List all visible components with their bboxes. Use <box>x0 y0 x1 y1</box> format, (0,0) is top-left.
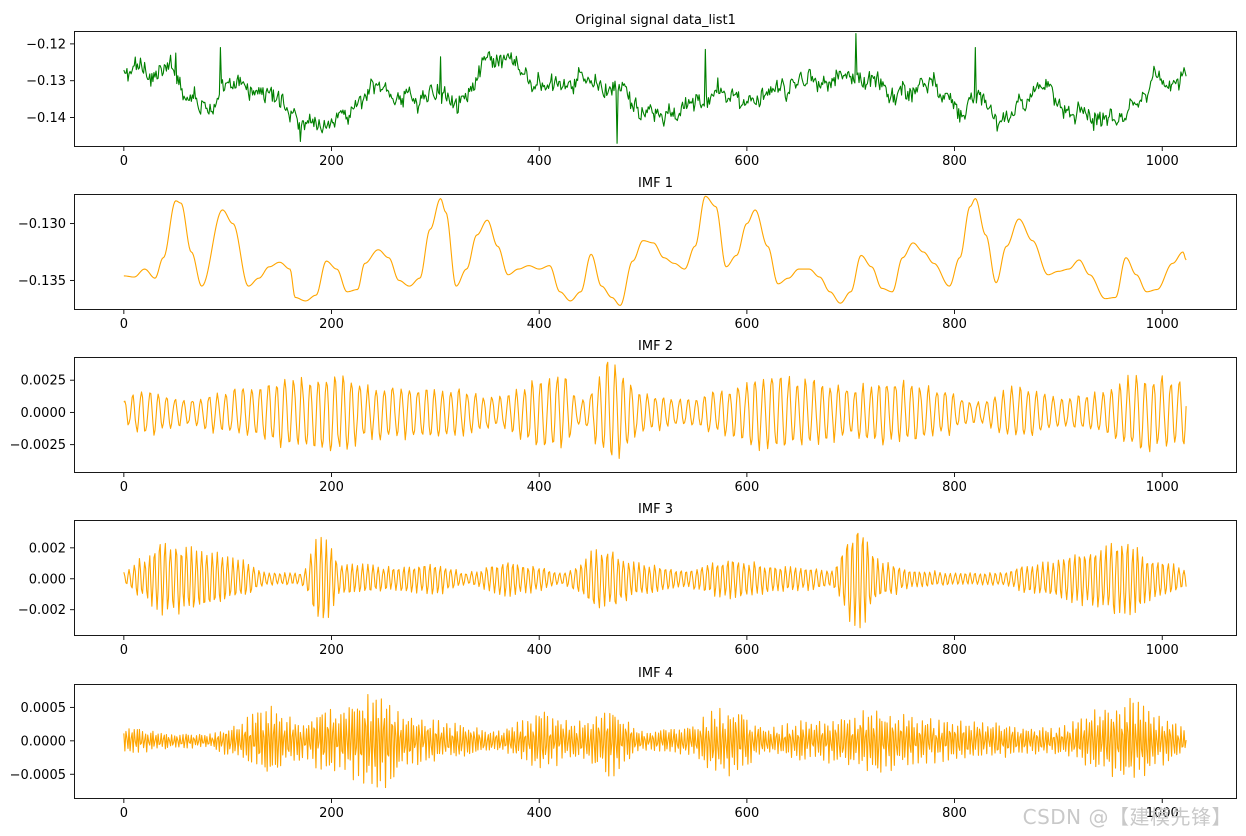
x-tick-label: 600 <box>734 480 759 495</box>
x-tick-label: 400 <box>527 154 552 169</box>
x-tick-label: 600 <box>734 317 759 332</box>
x-tick-label: 600 <box>734 806 759 821</box>
x-tick-label: 1000 <box>1146 643 1179 658</box>
x-tick-label: 0 <box>120 154 128 169</box>
x-tick-label: 1000 <box>1146 806 1179 821</box>
x-tick-label: 200 <box>319 154 344 169</box>
y-tick-label: −0.0005 <box>10 768 66 783</box>
subplot-title: Original signal data_list1 <box>575 13 736 28</box>
y-tick-label: −0.0025 <box>10 438 66 453</box>
y-tick-label: −0.13 <box>26 74 66 89</box>
subplot-title: IMF 2 <box>638 339 673 354</box>
y-tick-label: −0.135 <box>18 274 66 289</box>
y-tick-label: −0.14 <box>26 111 66 126</box>
subplot-1: Original signal data_list1 0 200 400 600 800 1… <box>26 13 1237 169</box>
x-tick-label: 200 <box>319 480 344 495</box>
x-tick-label: 1000 <box>1146 480 1179 495</box>
x-tick-label: 600 <box>734 154 759 169</box>
watermark: CSDN @【建模先锋】 <box>1022 805 1232 829</box>
x-tick-label: 600 <box>734 643 759 658</box>
axes-frame <box>74 684 1237 799</box>
x-tick-label: 400 <box>527 480 552 495</box>
x-tick-label: 800 <box>942 154 967 169</box>
x-tick-label: 0 <box>120 317 128 332</box>
y-tick-label: 0.000 <box>29 572 66 587</box>
x-tick-label: 400 <box>527 806 552 821</box>
series-line-imf-1 <box>123 195 1187 306</box>
y-tick-label: 0.0000 <box>21 734 67 749</box>
x-tick-label: 200 <box>319 806 344 821</box>
series-line-data_list1 <box>123 33 1187 144</box>
x-tick-label: 800 <box>942 643 967 658</box>
y-tick-label: 0.0000 <box>21 406 67 421</box>
y-tick-label: 0.0005 <box>21 701 67 716</box>
subplot-5: IMF 4 0 200 400 600 800 1000 0.0005 0.0000 −0.000… <box>10 666 1237 821</box>
series-line-imf-2 <box>123 361 1187 459</box>
x-tick-label: 200 <box>319 643 344 658</box>
x-tick-label: 800 <box>942 317 967 332</box>
x-tick-label: 200 <box>319 317 344 332</box>
y-tick-label: −0.12 <box>26 37 66 52</box>
x-tick-label: 800 <box>942 806 967 821</box>
x-tick-label: 0 <box>120 480 128 495</box>
x-tick-label: 800 <box>942 480 967 495</box>
series-line-imf-4 <box>123 694 1187 789</box>
subplot-title: IMF 1 <box>638 176 673 191</box>
y-tick-label: −0.002 <box>18 603 66 618</box>
subplot-4: IMF 3 0 200 400 600 800 1000 0.002 0.000 −0.002 <box>18 502 1237 658</box>
x-tick-label: 1000 <box>1146 154 1179 169</box>
x-tick-label: 0 <box>120 643 128 658</box>
y-tick-label: −0.130 <box>18 217 66 232</box>
y-tick-label: 0.002 <box>29 541 66 556</box>
axes-frame <box>74 520 1237 636</box>
subplot-title: IMF 3 <box>638 502 673 517</box>
subplot-title: IMF 4 <box>638 666 673 681</box>
y-tick-label: 0.0025 <box>21 374 67 389</box>
subplot-2: IMF 1 0 200 400 600 800 1000 −0.130 −0.135 <box>18 176 1237 332</box>
x-tick-label: 400 <box>527 317 552 332</box>
series-line-imf-3 <box>123 532 1187 629</box>
subplot-3: IMF 2 0 200 400 600 800 1000 0.0025 0.0000 −0.002… <box>10 339 1237 495</box>
axes-frame <box>74 357 1237 473</box>
x-tick-label: 0 <box>120 806 128 821</box>
x-tick-label: 400 <box>527 643 552 658</box>
axes-frame <box>74 31 1237 147</box>
axes-frame <box>74 194 1237 310</box>
x-tick-label: 1000 <box>1146 317 1179 332</box>
